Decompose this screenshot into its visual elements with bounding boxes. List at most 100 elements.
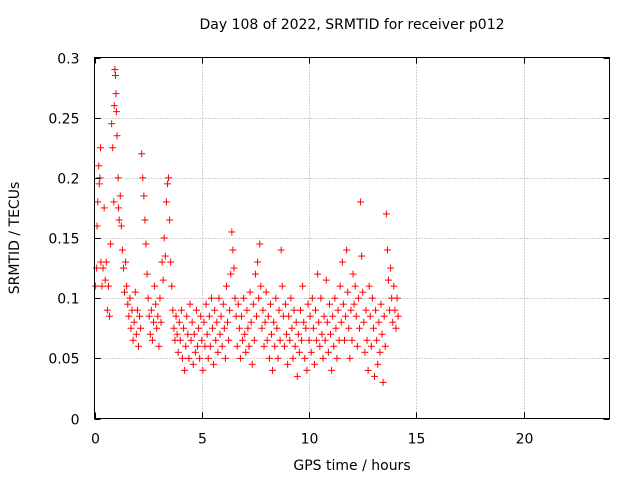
x-tick-label: 10 bbox=[301, 432, 319, 448]
y-tick-label: 0.2 bbox=[57, 172, 79, 188]
data-point bbox=[95, 180, 103, 188]
data-point bbox=[354, 294, 362, 302]
data-point bbox=[289, 354, 297, 362]
data-point bbox=[216, 330, 224, 338]
data-point bbox=[358, 252, 366, 260]
data-point bbox=[175, 318, 183, 326]
data-point bbox=[381, 342, 389, 350]
data-point bbox=[118, 246, 126, 254]
data-point bbox=[247, 318, 255, 326]
data-point bbox=[167, 258, 175, 266]
data-point bbox=[349, 270, 357, 278]
data-point bbox=[139, 174, 147, 182]
data-point bbox=[153, 324, 161, 332]
data-point bbox=[337, 318, 345, 326]
data-point bbox=[251, 270, 259, 278]
data-point bbox=[393, 294, 401, 302]
data-point bbox=[274, 354, 282, 362]
data-point bbox=[174, 348, 182, 356]
data-point bbox=[180, 324, 188, 332]
y-tick-label: 0.25 bbox=[48, 112, 79, 128]
data-point bbox=[234, 300, 242, 308]
data-point bbox=[112, 90, 120, 98]
data-point bbox=[319, 354, 327, 362]
data-point bbox=[116, 192, 124, 200]
y-tick-label: 0.3 bbox=[57, 52, 79, 68]
data-point bbox=[165, 174, 173, 182]
data-point bbox=[207, 294, 215, 302]
data-point bbox=[229, 246, 237, 254]
data-point bbox=[315, 318, 323, 326]
data-point bbox=[225, 336, 233, 344]
data-point bbox=[134, 342, 142, 350]
data-point bbox=[375, 318, 383, 326]
data-point bbox=[214, 348, 222, 356]
data-point bbox=[338, 258, 346, 266]
data-point bbox=[258, 324, 266, 332]
data-point bbox=[362, 306, 370, 314]
data-point bbox=[161, 252, 169, 260]
data-point bbox=[137, 324, 145, 332]
data-point bbox=[106, 312, 114, 320]
data-point bbox=[217, 312, 225, 320]
data-point bbox=[313, 336, 321, 344]
data-point bbox=[150, 318, 158, 326]
data-point bbox=[204, 354, 212, 362]
data-point bbox=[302, 324, 310, 332]
data-point bbox=[389, 318, 397, 326]
data-point bbox=[94, 198, 102, 206]
data-point bbox=[322, 276, 330, 284]
data-point bbox=[176, 336, 184, 344]
data-point bbox=[363, 336, 371, 344]
data-point bbox=[160, 234, 168, 242]
data-point bbox=[173, 330, 181, 338]
data-point bbox=[119, 264, 127, 272]
data-point bbox=[103, 306, 111, 314]
y-tick-label: 0.15 bbox=[48, 232, 79, 248]
data-point bbox=[255, 294, 263, 302]
x-axis-label: GPS time / hours bbox=[293, 458, 410, 474]
data-point bbox=[305, 336, 313, 344]
data-point bbox=[314, 270, 322, 278]
data-point bbox=[256, 240, 264, 248]
data-point bbox=[360, 318, 368, 326]
data-point bbox=[248, 360, 256, 368]
data-point bbox=[196, 354, 204, 362]
data-point bbox=[152, 300, 160, 308]
data-point bbox=[340, 336, 348, 344]
chart-title: Day 108 of 2022, SRMTID for receiver p01… bbox=[199, 17, 505, 33]
data-point bbox=[92, 282, 100, 290]
data-point bbox=[317, 294, 325, 302]
data-point bbox=[242, 348, 250, 356]
data-point bbox=[320, 312, 328, 320]
data-point bbox=[187, 336, 195, 344]
data-point bbox=[188, 318, 196, 326]
y-tick-label: 0 bbox=[71, 413, 80, 429]
data-point bbox=[304, 300, 312, 308]
data-point bbox=[316, 342, 324, 350]
data-point bbox=[185, 354, 193, 362]
data-point bbox=[181, 366, 189, 374]
data-point bbox=[190, 330, 198, 338]
data-point bbox=[131, 288, 139, 296]
data-point bbox=[182, 342, 190, 350]
data-point bbox=[95, 162, 103, 170]
data-point bbox=[98, 282, 106, 290]
data-point bbox=[325, 300, 333, 308]
data-point bbox=[264, 312, 272, 320]
data-point bbox=[277, 246, 285, 254]
data-point bbox=[227, 270, 235, 278]
data-point bbox=[392, 324, 400, 332]
data-point bbox=[309, 324, 317, 332]
data-point bbox=[352, 312, 360, 320]
data-point bbox=[132, 330, 140, 338]
data-point bbox=[112, 72, 120, 80]
data-point bbox=[244, 324, 252, 332]
data-point bbox=[235, 324, 243, 332]
data-point bbox=[107, 240, 115, 248]
data-point bbox=[299, 282, 307, 290]
data-point bbox=[148, 336, 156, 344]
data-point bbox=[272, 294, 280, 302]
data-point bbox=[253, 312, 261, 320]
